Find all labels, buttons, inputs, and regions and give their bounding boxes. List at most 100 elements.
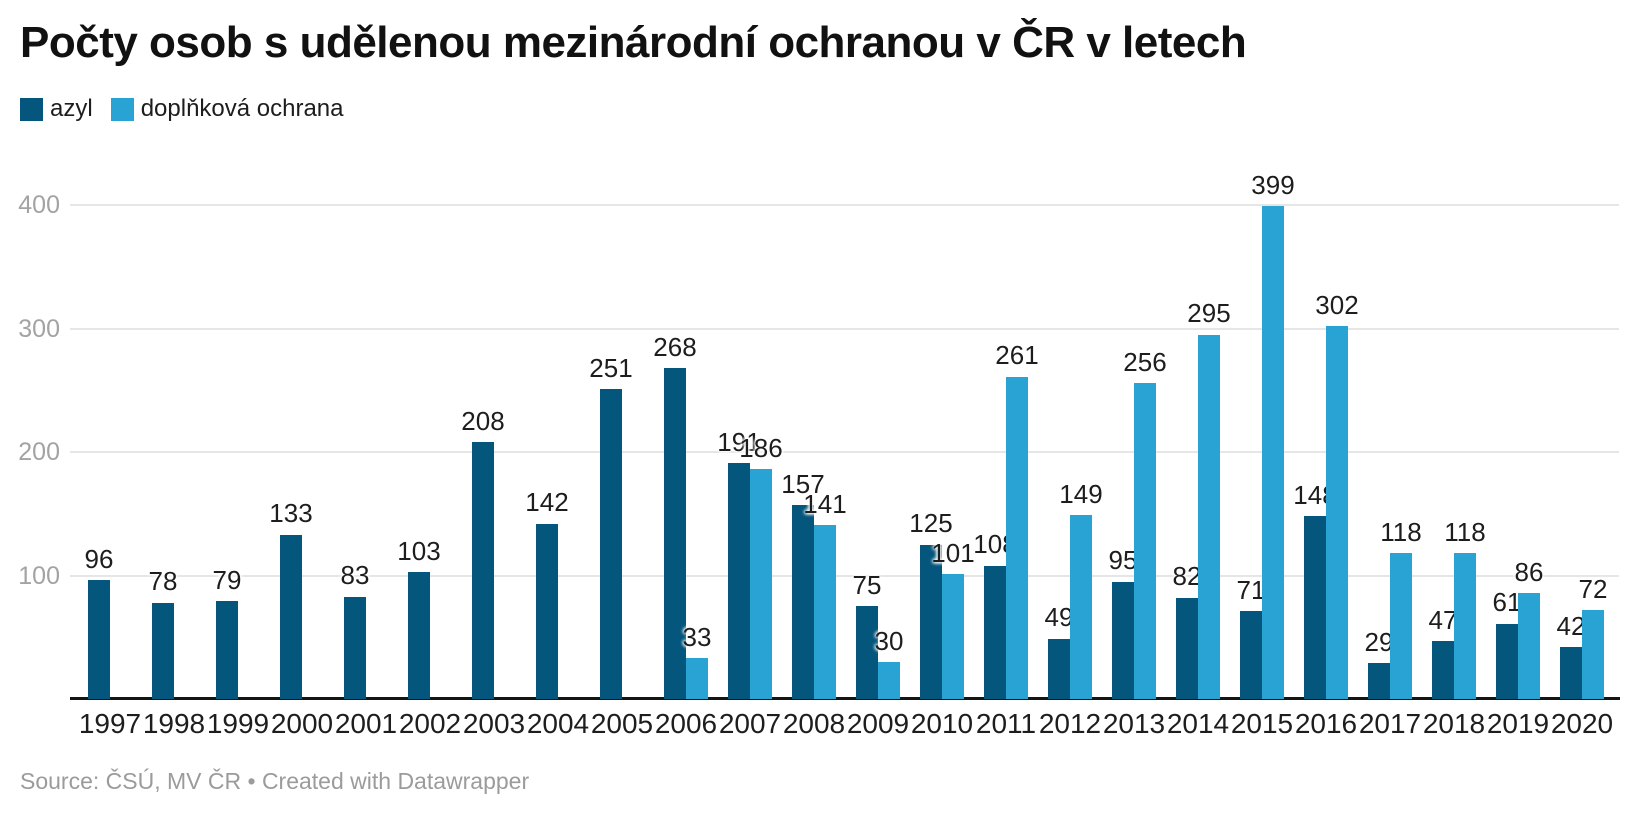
bar-azyl-2019: 61: [1493, 589, 1521, 699]
x-axis-label-2001: 2001: [334, 708, 398, 739]
bar-group-2012: 49 149: [1038, 480, 1103, 699]
value-label-azyl-2013: 95: [1108, 545, 1138, 576]
x-axis-label-2013: 2013: [1102, 708, 1166, 739]
bar-azyl-2013: 95: [1109, 547, 1137, 699]
bars-row: 96 78 79 133 83 103 208 142 251 268 33 191 186 157 141…: [78, 171, 1614, 699]
x-axis-label-2020: 2020: [1550, 708, 1614, 739]
value-label-doplnkova-2014: 295: [1187, 298, 1231, 329]
bar-group-2017: 29 118: [1358, 518, 1422, 699]
bar-doplnkova-2013: 256: [1123, 348, 1167, 699]
x-axis-label-2003: 2003: [462, 708, 526, 739]
bar-doplnkova-2014: 295: [1187, 300, 1231, 699]
value-label-doplnkova-2013: 256: [1123, 346, 1167, 377]
bar-azyl-2000: 133: [269, 500, 313, 699]
source-attribution: Source: ČSÚ, MV ČR • Created with Datawr…: [20, 768, 530, 794]
value-label-doplnkova-2019: 86: [1514, 556, 1544, 587]
bar-azyl-2010: 125: [909, 510, 953, 699]
gridline-100: [70, 574, 1619, 577]
value-label-doplnkova-2007: 186: [739, 433, 783, 463]
x-axis-label-2014: 2014: [1166, 708, 1230, 739]
bar-doplnkova-2012: 149: [1059, 480, 1103, 699]
x-axis-label-2012: 2012: [1038, 708, 1102, 739]
gridline-200: [70, 451, 1619, 453]
bar-group-2018: 47 118: [1422, 518, 1486, 699]
value-label-doplnkova-2017: 118: [1380, 516, 1422, 547]
value-label-azyl-1999: 79: [212, 565, 242, 596]
bar-doplnkova-2016: 302: [1315, 291, 1359, 699]
bar-azyl-2015: 71: [1237, 576, 1265, 699]
bar-doplnkova-2017: 118: [1380, 518, 1422, 699]
value-label-azyl-2001: 83: [340, 560, 370, 591]
y-tick-label-400: 400: [18, 191, 60, 219]
value-label-doplnkova-2012: 149: [1059, 478, 1103, 509]
x-axis-label-1999: 1999: [206, 708, 270, 739]
x-axis-label-2011: 2011: [975, 708, 1037, 739]
bar-doplnkova-2008: 141: [803, 490, 847, 699]
bar-azyl-2004: 142: [525, 489, 569, 699]
value-label-azyl-2015: 71: [1236, 575, 1266, 606]
bar-group-2002: 103: [397, 537, 462, 699]
bar-azyl-2014: 82: [1173, 563, 1201, 699]
x-axis-label-2019: 2019: [1486, 708, 1550, 739]
value-label-doplnkova-2016: 302: [1315, 289, 1359, 320]
bar-group-2006: 268 33: [653, 333, 718, 699]
bar-azyl-1997: 96: [85, 545, 113, 699]
legend-label-doplnkova: doplňková ochrana: [140, 95, 344, 122]
bar-azyl-1999: 79: [213, 566, 241, 699]
value-label-azyl-2008: 157: [781, 468, 825, 499]
bar-azyl-2003: 208: [461, 407, 505, 699]
bar-group-1999: 79: [206, 566, 270, 699]
x-axis-label-2006: 2006: [654, 708, 718, 739]
bar-group-2000: 133: [269, 500, 334, 699]
bar-azyl-1998: 78: [149, 568, 177, 699]
chart-title: Počty osob s udělenou mezinárodní ochran…: [20, 18, 1247, 67]
value-label-azyl-2018: 47: [1428, 604, 1458, 635]
legend-swatch-azyl: [20, 97, 43, 121]
bar-azyl-2012: 49: [1045, 603, 1073, 699]
gridline-400: [70, 204, 1619, 206]
x-axis-label-2002: 2002: [398, 708, 462, 739]
bar-group-1997: 96: [78, 545, 142, 699]
bar-group-2010: 125 101: [909, 510, 975, 699]
value-label-azyl-2017: 29: [1364, 626, 1394, 657]
x-axis-label-2018: 2018: [1422, 708, 1486, 739]
value-label-azyl-2000: 133: [269, 498, 313, 529]
bar-doplnkova-2015: 399: [1251, 171, 1295, 699]
bar-azyl-2020: 42: [1557, 612, 1585, 699]
x-axis-label-2004: 2004: [526, 708, 590, 739]
value-label-azyl-1998: 78: [148, 566, 178, 597]
value-label-doplnkova-2009: 30: [874, 625, 904, 656]
value-label-azyl-2019: 61: [1492, 587, 1522, 618]
bar-group-2005: 251: [589, 354, 654, 699]
value-label-azyl-2005: 251: [589, 352, 633, 383]
value-label-azyl-2020: 42: [1556, 610, 1586, 641]
bar-group-2014: 82 295: [1166, 300, 1231, 699]
x-axis-label-2007: 2007: [718, 708, 782, 739]
bar-azyl-2008: 157: [781, 470, 825, 699]
value-label-azyl-2006: 268: [653, 331, 697, 362]
x-axis-label-2008: 2008: [782, 708, 846, 739]
bar-group-2003: 208: [461, 407, 526, 699]
legend-swatch-doplnkova: [110, 97, 134, 121]
value-label-doplnkova-2008: 141: [803, 488, 847, 519]
bar-azyl-2007: 191: [717, 428, 761, 699]
bar-azyl-2001: 83: [341, 561, 369, 699]
bar-group-1998: 78: [142, 568, 206, 699]
bar-azyl-2011: 108: [973, 531, 1017, 699]
x-axis-label-2015: 2015: [1230, 708, 1294, 739]
x-axis-label-2009: 2009: [846, 708, 910, 739]
bar-doplnkova-2007: 186: [739, 434, 783, 699]
bar-azyl-2017: 29: [1365, 628, 1393, 699]
bar-azyl-2016: 148: [1293, 481, 1337, 699]
legend-label-azyl: azyl: [50, 95, 93, 122]
bar-doplnkova-2006: 33: [683, 623, 711, 699]
bar-group-2016: 148 302: [1293, 291, 1359, 699]
legend: azyl doplňková ochrana: [20, 95, 344, 123]
bar-doplnkova-2019: 86: [1515, 558, 1543, 699]
value-label-azyl-2009: 75: [852, 570, 882, 601]
value-label-doplnkova-2018: 118: [1444, 516, 1486, 547]
value-label-azyl-2004: 142: [525, 487, 569, 518]
bar-group-2013: 95 256: [1102, 348, 1167, 699]
bar-doplnkova-2011: 261: [995, 342, 1039, 699]
